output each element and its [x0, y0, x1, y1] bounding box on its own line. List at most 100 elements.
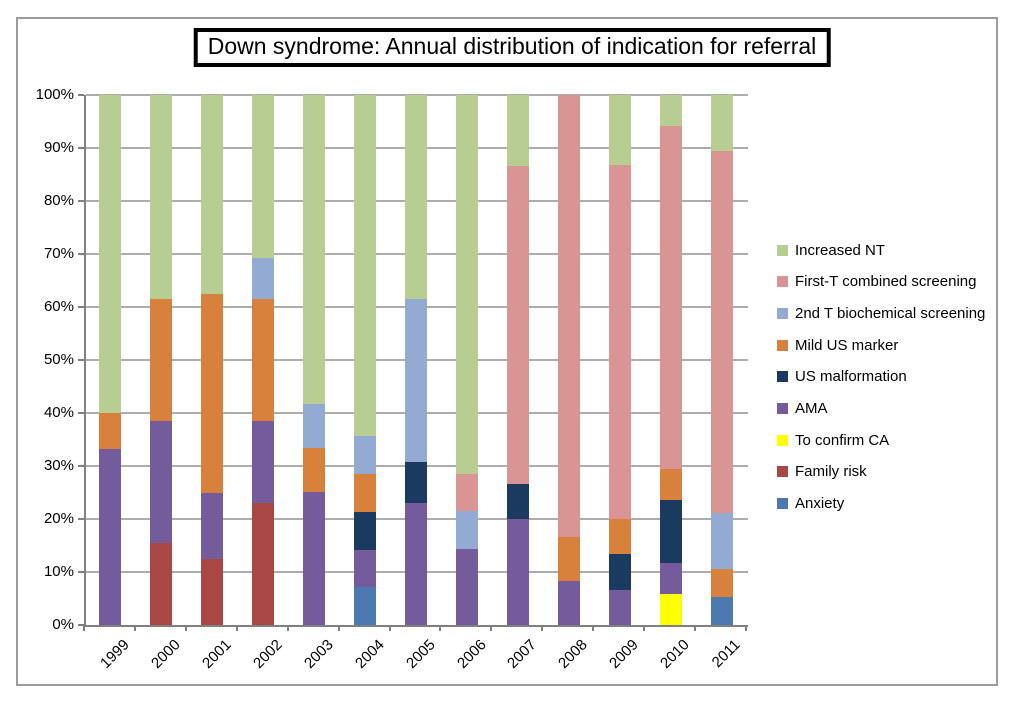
- y-axis-tick-label: 60%: [43, 298, 74, 315]
- x-axis-tick: [235, 625, 238, 631]
- bar-segment: [405, 95, 427, 299]
- bar-segment: [659, 562, 682, 594]
- legend-swatch-icon: [777, 403, 788, 414]
- bar-segment: [608, 518, 631, 555]
- bar-column-2007: [506, 95, 529, 625]
- y-axis-tick-label: 90%: [43, 139, 74, 156]
- legend-item: AMA: [777, 393, 828, 425]
- bar-segment: [150, 95, 173, 299]
- legend-item: Increased NT: [777, 234, 885, 266]
- legend-item: To confirm CA: [777, 424, 889, 456]
- y-axis-tick-label: 70%: [43, 245, 74, 262]
- bar-column-2008: [557, 95, 580, 625]
- bar-segment: [303, 404, 326, 449]
- bar-segment: [506, 519, 529, 625]
- legend-item: First-T combined screening: [777, 266, 976, 298]
- bar-column-2005: [405, 95, 427, 625]
- bar-segment: [710, 568, 733, 597]
- bar-segment: [557, 95, 580, 537]
- legend-swatch-icon: [777, 466, 788, 478]
- legend-swatch-icon: [777, 244, 788, 256]
- bar-segment: [506, 483, 529, 519]
- legend-label: First-T combined screening: [795, 273, 977, 291]
- legend-label: AMA: [795, 400, 828, 417]
- y-axis-tick: [78, 359, 84, 361]
- bar-segment: [252, 258, 275, 299]
- y-axis-tick-label: 10%: [43, 563, 74, 580]
- legend-swatch-icon: [777, 498, 788, 510]
- y-axis-tick: [78, 306, 84, 308]
- bar-segment: [455, 95, 478, 474]
- bar-segment: [455, 549, 478, 625]
- legend-item: US malformation: [777, 361, 907, 393]
- chart-title: Down syndrome: Annual distribution of in…: [193, 28, 831, 67]
- y-axis-tick-label: 100%: [35, 86, 74, 103]
- bar-segment: [405, 298, 427, 462]
- bar-column-2002: [252, 95, 275, 625]
- legend-swatch-icon: [777, 276, 788, 288]
- x-axis-tick: [83, 625, 85, 631]
- y-axis-tick-label: 50%: [43, 351, 74, 368]
- bar-segment: [659, 468, 682, 501]
- bar-column-2001: [201, 95, 224, 625]
- x-axis-tick: [184, 625, 187, 631]
- y-axis-tick: [78, 518, 84, 520]
- x-axis-tick: [490, 625, 493, 631]
- bar-segment: [608, 165, 631, 519]
- legend-item: Anxiety: [777, 488, 844, 520]
- y-axis-tick-label: 0%: [52, 616, 74, 633]
- y-axis-tick: [78, 147, 84, 149]
- bar-segment: [659, 95, 682, 127]
- x-axis-tick: [388, 625, 391, 631]
- bar-column-2011: [710, 95, 733, 625]
- legend-item: Mild US marker: [777, 329, 898, 361]
- y-axis-tick: [78, 412, 84, 414]
- bar-segment: [354, 436, 377, 475]
- x-axis-tick: [694, 625, 697, 631]
- bar-column-2003: [303, 95, 326, 625]
- bar-segment: [303, 448, 326, 493]
- bar-segment: [150, 298, 173, 422]
- legend-item: 2nd T biochemical screening: [777, 297, 985, 329]
- legend-label: Anxiety: [795, 495, 845, 513]
- plot-area: [84, 94, 748, 627]
- bar-segment: [354, 474, 377, 512]
- y-axis-tick-label: 40%: [43, 404, 74, 421]
- bar-segment: [252, 421, 275, 503]
- bar-segment: [455, 511, 478, 550]
- bar-segment: [710, 513, 733, 569]
- bar-segment: [252, 298, 275, 422]
- bar-column-1999: [99, 95, 122, 625]
- bar-segment: [354, 587, 377, 625]
- x-axis-tick: [643, 625, 646, 631]
- y-axis-tick-label: 30%: [43, 457, 74, 474]
- bar-column-2000: [150, 95, 173, 625]
- bar-column-2009: [608, 95, 631, 625]
- bar-segment: [659, 500, 682, 563]
- y-axis-tick: [78, 94, 84, 96]
- y-axis-tick: [78, 571, 84, 573]
- bar-segment: [303, 95, 326, 405]
- bar-segment: [608, 554, 631, 590]
- bar-segment: [659, 593, 682, 625]
- bar-segment: [608, 589, 631, 625]
- y-axis-tick-label: 80%: [43, 192, 74, 209]
- bar-segment: [557, 580, 580, 625]
- legend-swatch-icon: [777, 434, 788, 446]
- bar-segment: [405, 461, 427, 503]
- legend-label: 2nd T biochemical screening: [795, 304, 986, 322]
- bar-segment: [354, 549, 377, 588]
- bar-segment: [150, 543, 173, 625]
- bar-segment: [99, 413, 122, 449]
- legend-label: To confirm CA: [795, 431, 890, 449]
- bar-segment: [150, 421, 173, 544]
- x-axis-tick: [541, 625, 544, 631]
- x-axis-tick: [592, 625, 595, 631]
- bar-segment: [99, 448, 122, 625]
- bar-segment: [99, 95, 122, 413]
- legend-label: Family risk: [795, 463, 867, 481]
- bar-segment: [710, 95, 733, 151]
- x-axis-tick: [337, 625, 340, 631]
- legend-swatch-icon: [777, 307, 788, 319]
